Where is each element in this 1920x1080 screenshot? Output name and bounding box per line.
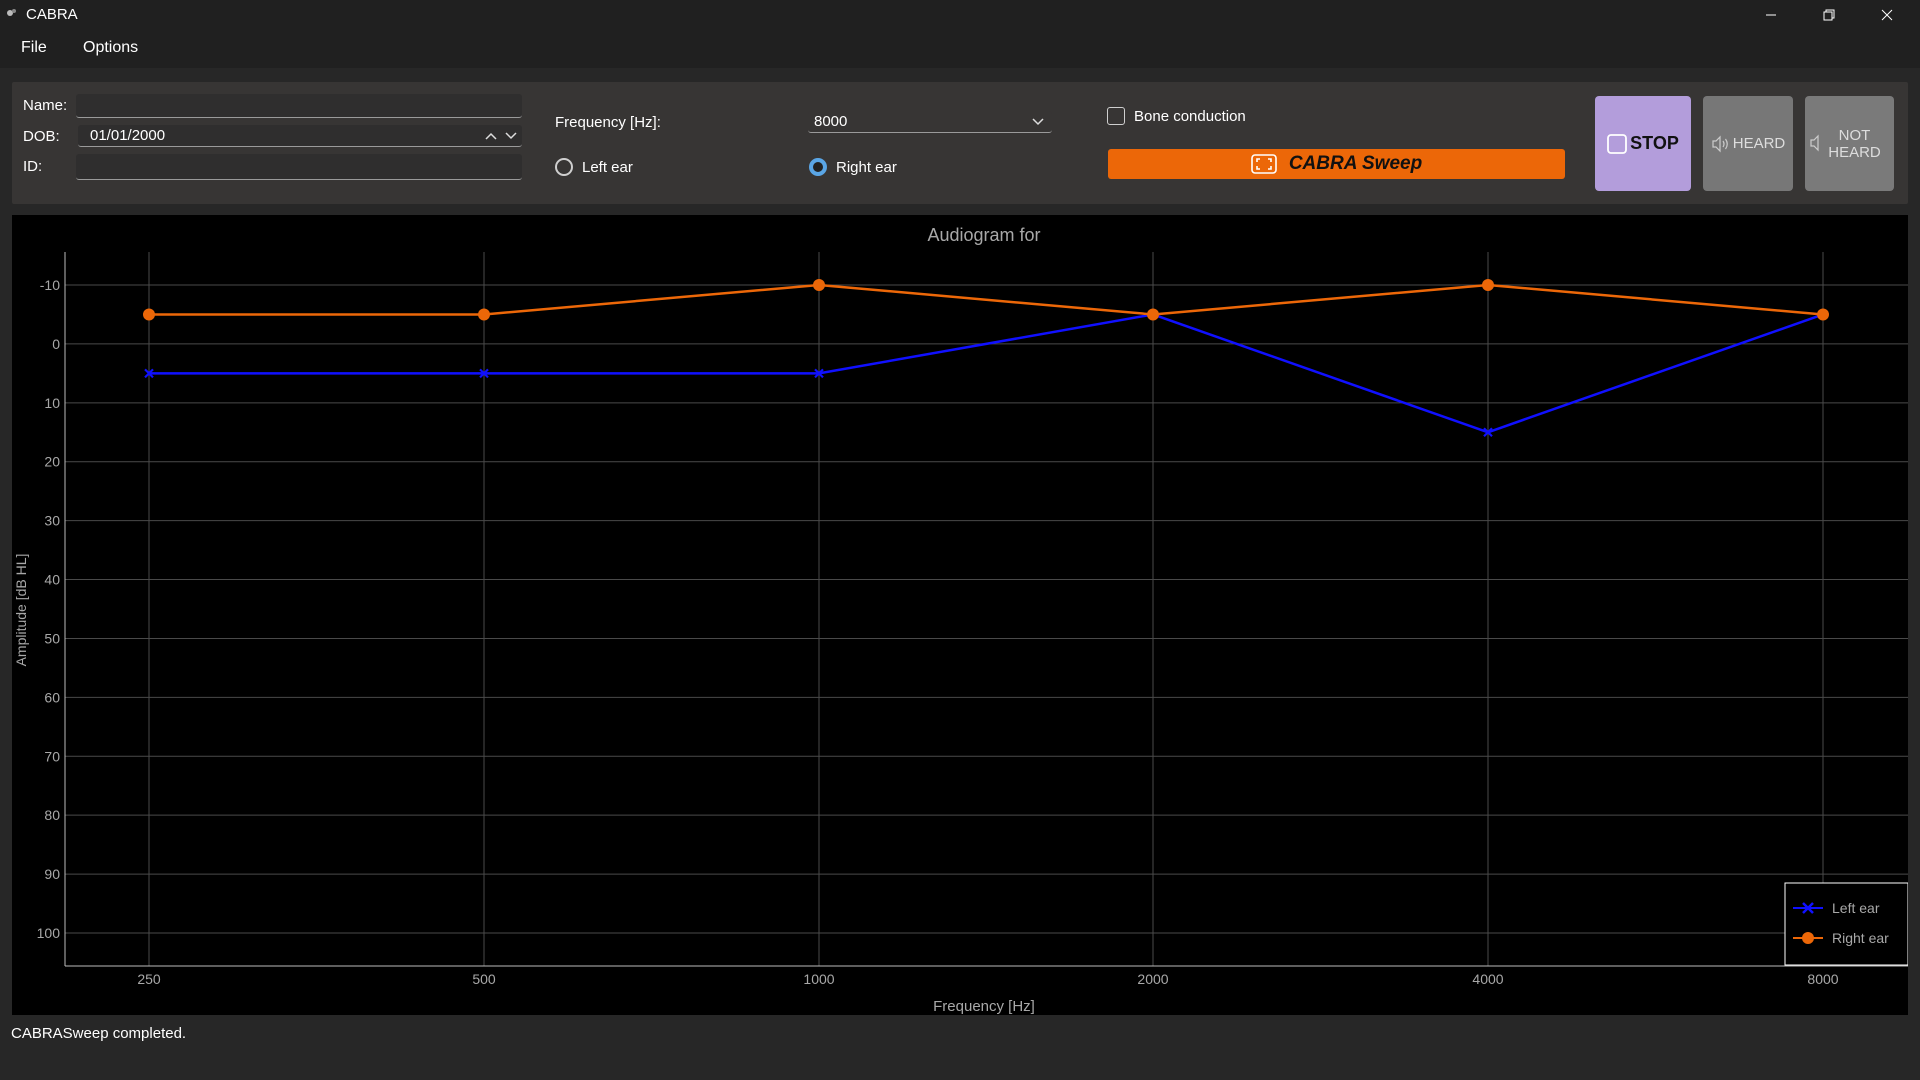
stop-icon	[1607, 133, 1628, 154]
legend-right-ear-label: Right ear	[1832, 930, 1889, 946]
heard-label: HEARD	[1732, 135, 1786, 152]
y-tick-label: 40	[44, 572, 60, 588]
left-ear-point	[144, 368, 154, 379]
name-field[interactable]	[76, 94, 522, 118]
left-ear-point	[814, 368, 824, 379]
speaker-quiet-icon	[1810, 134, 1819, 152]
audiogram-plot: -10 0 10 20 30 40 50 60 70 80 90 100 250 500 1000 2000 4…	[13, 225, 1908, 1015]
left-ear-point	[1483, 427, 1493, 438]
y-tick-label: 50	[44, 630, 60, 646]
chevron-up-icon[interactable]	[485, 132, 497, 140]
dob-value: 01/01/2000	[90, 127, 166, 144]
bone-conduction-label: Bone conduction	[1134, 108, 1246, 125]
y-tick-label: 90	[44, 866, 60, 882]
window-title: CABRA	[26, 6, 78, 23]
menu-bar: File Options	[0, 30, 1920, 68]
x-tick-label: 1000	[803, 971, 834, 987]
x-tick-label: 500	[472, 971, 496, 987]
frequency-value: 8000	[814, 113, 848, 130]
sweep-label: CABRA Sweep	[1288, 153, 1423, 174]
series-line-right-ear	[149, 283, 1824, 316]
right-ear-radio[interactable]	[809, 158, 827, 176]
chart-title: Audiogram for	[927, 225, 1040, 245]
legend-left-ear-marker	[1802, 902, 1814, 914]
x-tick-label: 250	[137, 971, 161, 987]
x-tick-label: 4000	[1472, 971, 1503, 987]
bone-conduction-checkbox[interactable]	[1107, 107, 1125, 125]
dob-field[interactable]: 01/01/2000	[78, 125, 522, 147]
close-icon[interactable]	[1858, 0, 1916, 30]
heard-button[interactable]: HEARD	[1703, 96, 1793, 191]
id-label: ID:	[23, 158, 43, 175]
y-tick-label: 100	[37, 925, 61, 941]
cabra-sweep-button[interactable]: CABRA Sweep	[1108, 149, 1565, 179]
title-bar: CABRA	[0, 0, 1920, 30]
y-tick-label: 20	[44, 454, 60, 470]
y-axis-label: Amplitude [dB HL]	[13, 554, 29, 667]
stop-label: STOP	[1630, 133, 1679, 153]
right-ear-point	[1147, 308, 1159, 321]
right-ear-point	[1482, 279, 1494, 291]
not-heard-line1: NOT	[1838, 126, 1871, 144]
right-ear-point	[1817, 308, 1829, 321]
menu-file[interactable]: File	[21, 39, 47, 56]
audiogram-chart: -10 0 10 20 30 40 50 60 70 80 90 100 250 500 1000 2000 4…	[12, 215, 1908, 1015]
frequency-label: Frequency [Hz]:	[555, 114, 661, 131]
minimize-icon[interactable]	[1742, 0, 1800, 30]
app-icon	[7, 9, 16, 16]
left-ear-label: Left ear	[582, 159, 633, 176]
id-field[interactable]	[76, 154, 522, 180]
series-line-left-ear	[149, 313, 1824, 434]
y-tick-label: 30	[44, 513, 60, 529]
chart-legend: Left ear Right ear	[1784, 882, 1908, 966]
name-label: Name:	[23, 97, 68, 114]
menu-options[interactable]: Options	[83, 39, 139, 56]
fullscreen-icon	[1251, 154, 1277, 174]
not-heard-button[interactable]: NOT HEARD	[1805, 96, 1894, 191]
left-ear-point	[479, 368, 489, 379]
y-tick-label: 0	[52, 336, 60, 352]
not-heard-line2: HEARD	[1828, 143, 1881, 161]
stop-button[interactable]: STOP	[1595, 96, 1691, 191]
right-ear-point	[813, 279, 825, 291]
right-ear-point	[143, 308, 155, 321]
y-tick-label: 80	[44, 807, 60, 823]
y-tick-label: 70	[44, 748, 60, 764]
y-tick-label: 10	[44, 395, 60, 411]
legend-left-ear-label: Left ear	[1832, 900, 1880, 916]
left-ear-radio[interactable]	[555, 158, 573, 176]
status-bar-text: CABRASweep completed.	[11, 1025, 187, 1042]
frequency-select[interactable]: 8000	[808, 111, 1052, 133]
legend-right-ear-marker	[1802, 932, 1814, 944]
right-ear-point	[478, 308, 490, 321]
right-ear-label: Right ear	[836, 159, 897, 176]
x-tick-label: 8000	[1807, 971, 1838, 987]
chevron-down-icon	[1032, 118, 1044, 126]
y-tick-label: -10	[40, 277, 60, 293]
x-axis-label: Frequency [Hz]	[933, 998, 1035, 1015]
dob-label: DOB:	[23, 128, 60, 145]
speaker-loud-icon	[1712, 135, 1728, 152]
restore-icon[interactable]	[1800, 0, 1858, 30]
y-tick-label: 60	[44, 689, 60, 705]
chevron-down-icon[interactable]	[505, 132, 517, 140]
x-tick-label: 2000	[1137, 971, 1168, 987]
